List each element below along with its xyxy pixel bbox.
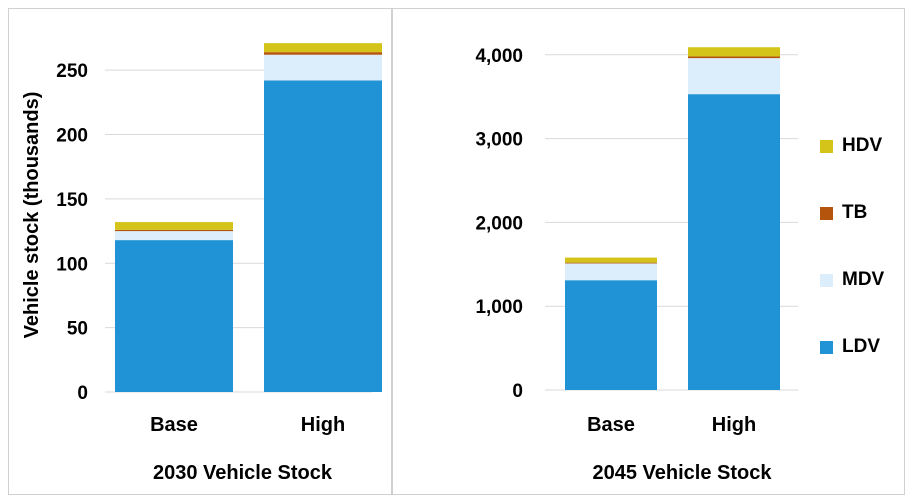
bar-tb-high bbox=[264, 52, 382, 55]
bar-mdv-high bbox=[688, 58, 780, 95]
chart-2045: 0 1,000 2,000 3,000 4,000 Base High bbox=[475, 46, 798, 436]
y-tick-label: 100 bbox=[56, 254, 88, 275]
y-axis-label: Vehicle stock (thousands) bbox=[21, 92, 43, 339]
legend-swatch-hdv bbox=[820, 139, 833, 153]
chart-2030: 0 50 100 150 200 250 Base High Vehicle stock (th… bbox=[21, 43, 382, 436]
bar-ldv-high bbox=[688, 94, 780, 391]
bar-tb-base bbox=[115, 229, 233, 232]
x-tick-label-base: Base bbox=[150, 414, 198, 436]
y-tick-label: 3,000 bbox=[475, 130, 523, 151]
y-tick-label: 250 bbox=[56, 61, 88, 82]
legend-item-tb: TB bbox=[820, 201, 867, 225]
bar-mdv-base bbox=[565, 263, 657, 281]
bar-mdv-base bbox=[115, 231, 233, 241]
chart-panel-2045 bbox=[392, 8, 905, 495]
y-tick-label: 2,000 bbox=[475, 213, 523, 234]
bar-tb-high bbox=[688, 56, 780, 59]
y-tick-label: 0 bbox=[512, 381, 523, 402]
y-tick-label: 200 bbox=[56, 126, 88, 147]
x-tick-label-high: High bbox=[301, 414, 345, 436]
legend-label-ldv: LDV bbox=[842, 336, 880, 357]
chart-title-2030: 2030 Vehicle Stock bbox=[152, 462, 332, 484]
legend-swatch-mdv bbox=[820, 273, 833, 287]
bar-mdv-high bbox=[264, 54, 382, 81]
bar-ldv-base bbox=[115, 240, 233, 392]
bar-hdv-high bbox=[688, 47, 780, 57]
y-tick-label: 0 bbox=[77, 383, 88, 404]
legend-label-tb: TB bbox=[842, 202, 868, 223]
chart-title-2045: 2045 Vehicle Stock bbox=[592, 462, 772, 484]
y-tick-label: 50 bbox=[67, 319, 88, 340]
legend-item-hdv: HDV bbox=[820, 134, 882, 158]
y-tick-label: 1,000 bbox=[475, 297, 523, 318]
x-tick-label-high: High bbox=[712, 414, 756, 436]
legend-item-ldv: LDV bbox=[820, 335, 880, 359]
legend-item-mdv: MDV bbox=[820, 268, 884, 292]
bar-ldv-base bbox=[565, 280, 657, 390]
bar-hdv-base bbox=[565, 257, 657, 263]
legend-swatch-tb bbox=[820, 206, 833, 220]
bar-ldv-high bbox=[264, 80, 382, 392]
bar-tb-base bbox=[565, 262, 657, 264]
legend-label-mdv: MDV bbox=[842, 269, 885, 290]
bar-hdv-high bbox=[264, 43, 382, 53]
y-tick-label: 4,000 bbox=[475, 46, 523, 67]
y-tick-label: 150 bbox=[56, 190, 88, 211]
legend-label-hdv: HDV bbox=[842, 135, 883, 156]
bar-hdv-base bbox=[115, 222, 233, 230]
legend-swatch-ldv bbox=[820, 340, 833, 354]
x-tick-label-base: Base bbox=[587, 414, 635, 436]
